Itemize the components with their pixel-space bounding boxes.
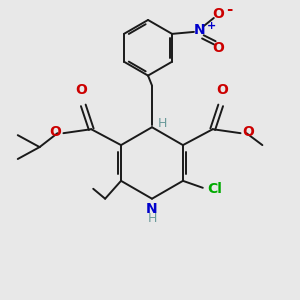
- Text: H: H: [158, 117, 167, 130]
- Text: H: H: [147, 212, 157, 225]
- Text: Cl: Cl: [207, 182, 222, 196]
- Text: O: O: [217, 83, 229, 98]
- Text: -: -: [226, 2, 232, 16]
- Text: O: O: [242, 125, 254, 139]
- Text: O: O: [50, 125, 61, 139]
- Text: O: O: [75, 83, 87, 98]
- Text: O: O: [212, 41, 224, 55]
- Text: N: N: [194, 23, 206, 37]
- Text: +: +: [207, 21, 216, 31]
- Text: N: N: [146, 202, 158, 216]
- Text: O: O: [212, 7, 224, 21]
